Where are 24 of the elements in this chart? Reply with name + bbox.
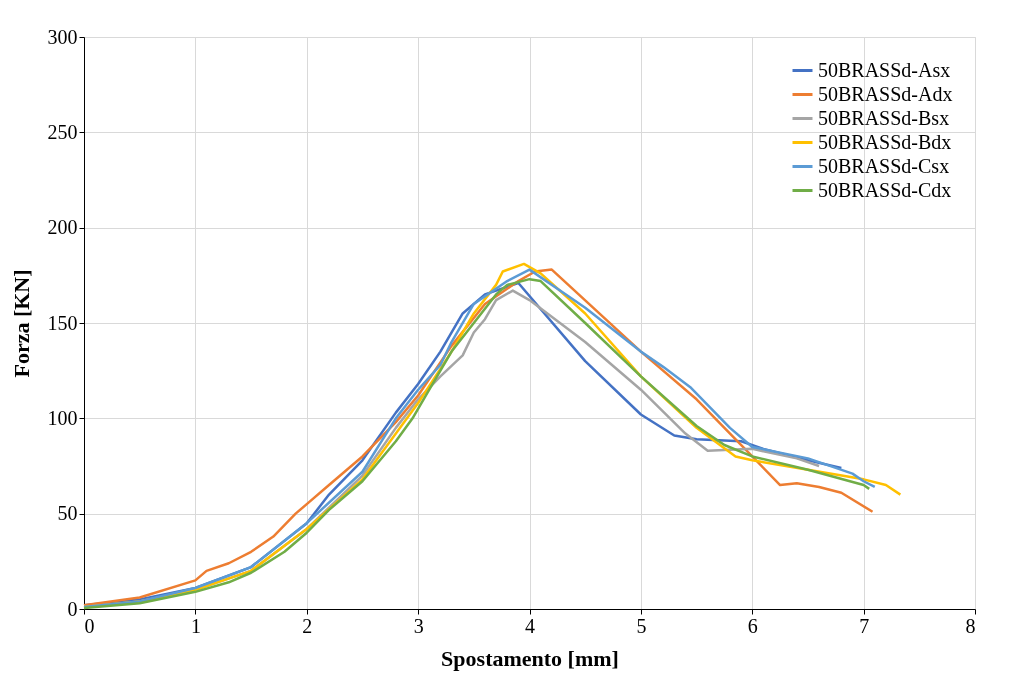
y-tick-label: 100: [47, 406, 78, 429]
x-axis-title: Spostamento [mm]: [441, 645, 619, 671]
x-tick-label: 2: [302, 614, 313, 637]
y-tick-label: 250: [47, 120, 78, 143]
y-tick-label: 50: [57, 502, 78, 525]
y-tick-label: 200: [47, 216, 78, 239]
x-tick-label: 4: [525, 614, 535, 637]
x-tick-label: 6: [747, 614, 758, 637]
x-tick-label: 8: [965, 614, 976, 637]
x-tick-label: 7: [859, 614, 870, 637]
legend-label: 50BRASSd-Csx: [818, 154, 950, 177]
legend-label: 50BRASSd-Bdx: [818, 130, 952, 153]
y-axis-title: Forza [KN]: [8, 269, 34, 378]
x-tick-label: 0: [84, 614, 95, 637]
legend-label: 50BRASSd-Bsx: [818, 106, 950, 129]
x-tick-label: 1: [190, 614, 201, 637]
legend-label: 50BRASSd-Adx: [818, 82, 953, 105]
legend-label: 50BRASSd-Cdx: [818, 178, 952, 201]
y-tick-label: 300: [47, 25, 78, 48]
x-tick-label: 5: [636, 614, 647, 637]
legend-label: 50BRASSd-Asx: [818, 58, 951, 81]
x-tick-label: 3: [413, 614, 424, 637]
y-tick-label: 0: [67, 597, 78, 620]
y-tick-label: 150: [47, 311, 78, 334]
